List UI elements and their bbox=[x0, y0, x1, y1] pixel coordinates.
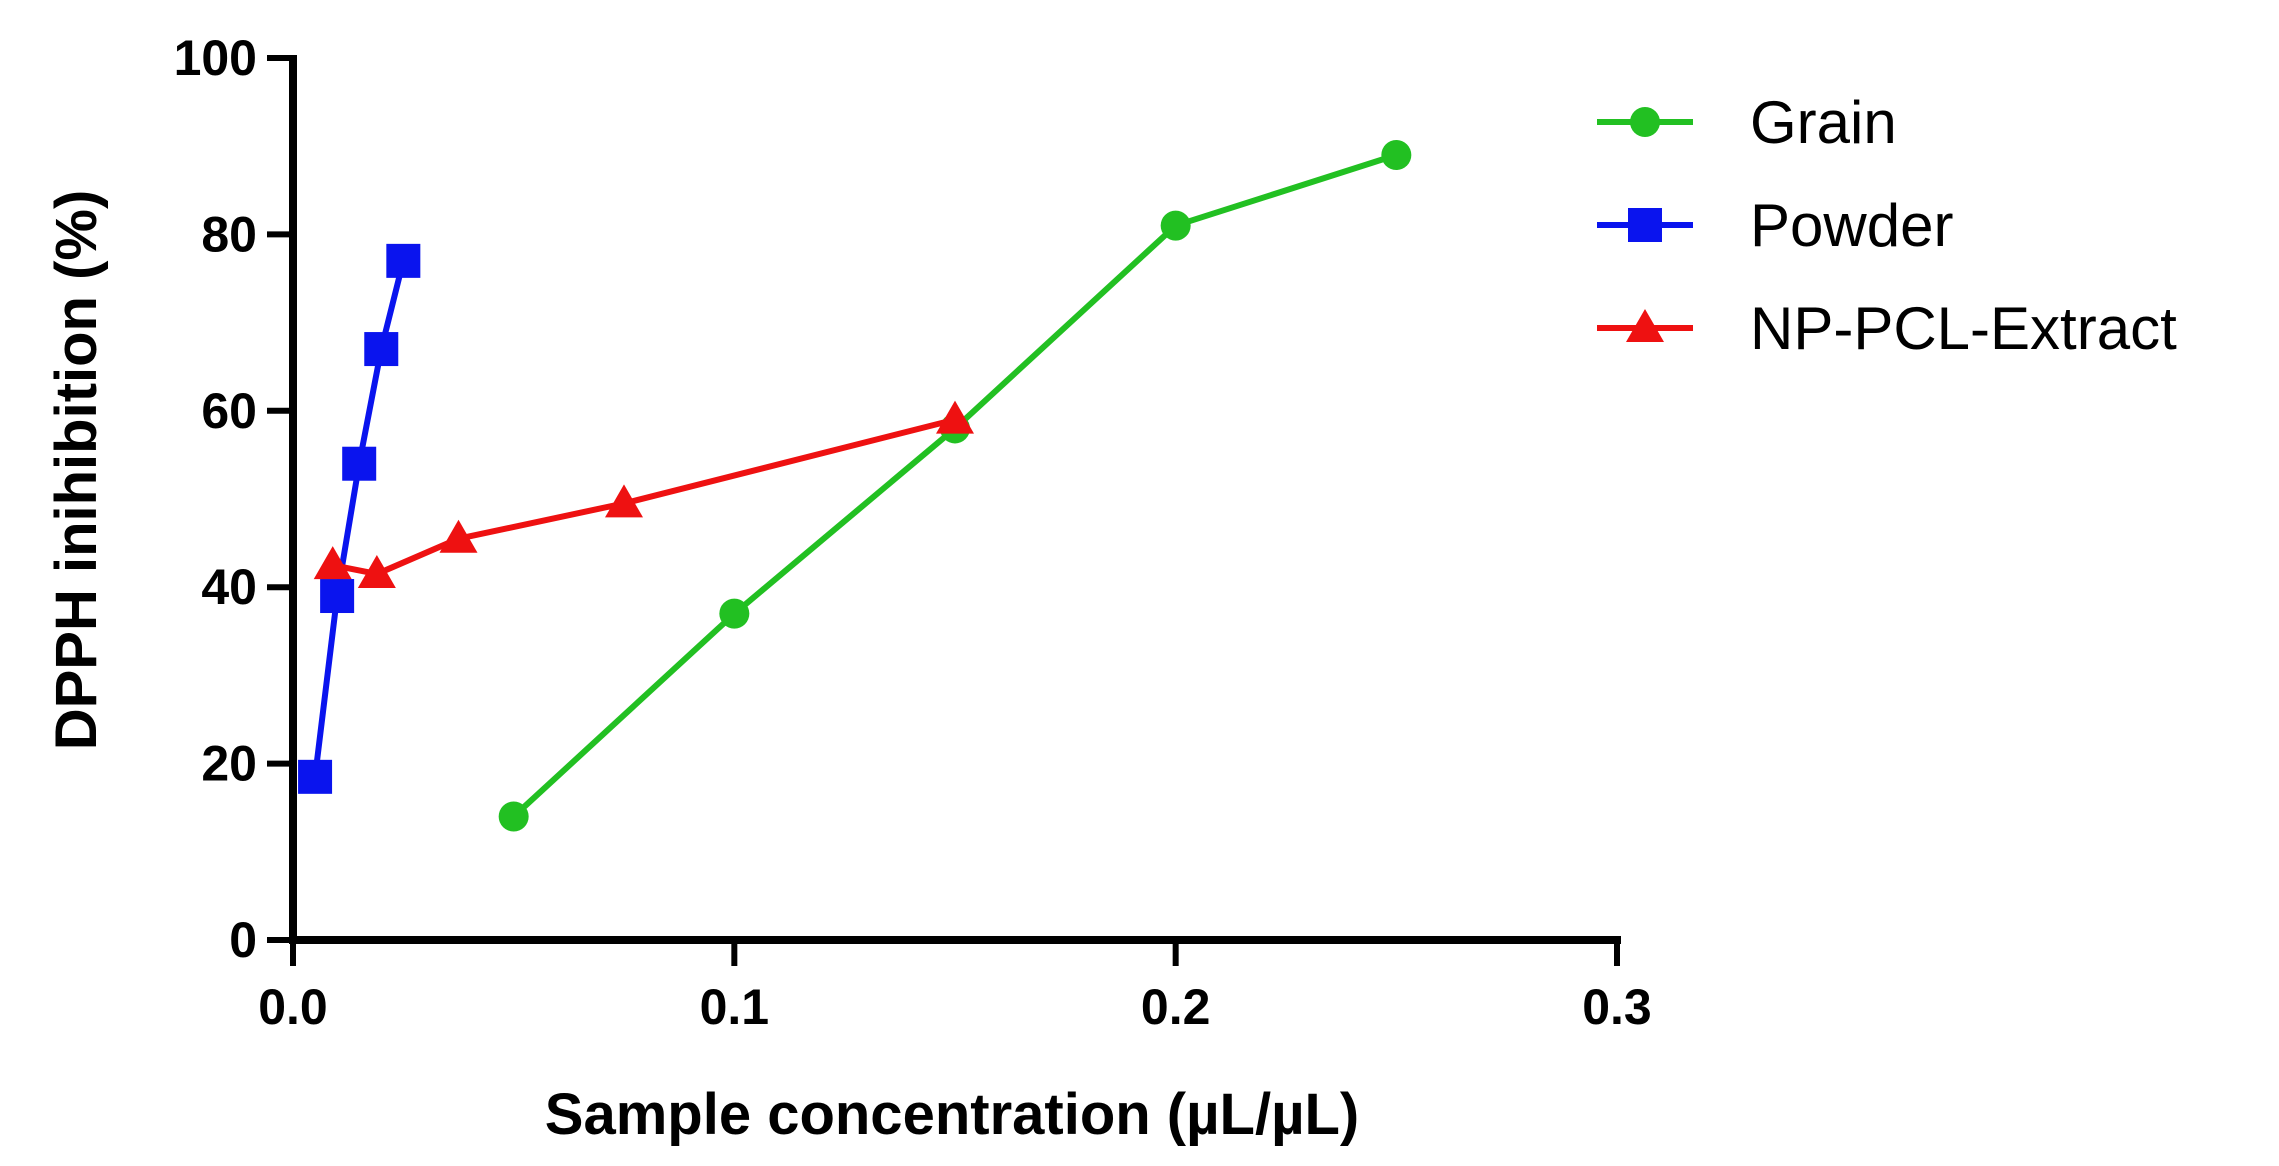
y-tick-label: 100 bbox=[174, 30, 257, 86]
legend-label-grain: Grain bbox=[1750, 89, 1897, 156]
legend-item-powder: Powder bbox=[1597, 192, 1953, 259]
data-point-grain bbox=[719, 598, 750, 629]
data-point-np-pcl-extract bbox=[439, 519, 478, 553]
y-tick-label: 80 bbox=[201, 206, 257, 262]
data-point-grain bbox=[1381, 140, 1412, 171]
data-point-grain bbox=[1160, 210, 1191, 241]
data-point-powder bbox=[342, 446, 377, 481]
data-point-powder bbox=[320, 579, 355, 614]
y-tick-label: 60 bbox=[201, 383, 257, 439]
data-point-np-pcl-extract bbox=[936, 400, 974, 434]
data-point-np-pcl-extract bbox=[605, 484, 643, 518]
legend-marker-grain bbox=[1630, 107, 1660, 137]
x-tick-label: 0.1 bbox=[700, 979, 770, 1035]
y-tick-label: 40 bbox=[201, 559, 257, 615]
legend-item-np-pcl-extract: NP-PCL-Extract bbox=[1597, 295, 2177, 362]
series-np-pcl-extract bbox=[313, 400, 974, 588]
y-tick-label: 20 bbox=[201, 736, 257, 792]
series-line-np-pcl-extract bbox=[332, 416, 956, 577]
legend-marker-powder bbox=[1628, 208, 1662, 242]
legend-label-powder: Powder bbox=[1750, 192, 1953, 259]
data-point-np-pcl-extract bbox=[357, 554, 396, 588]
series-layer bbox=[298, 140, 1412, 832]
data-point-powder bbox=[386, 243, 421, 278]
data-point-np-pcl-extract bbox=[313, 546, 352, 580]
data-point-powder bbox=[364, 332, 399, 367]
labels: Sample concentration (µL/µL) DPPH inihib… bbox=[44, 190, 1359, 1147]
axes: 0 20 40 60 80 100 0.0 0.1 0.2 0.3 bbox=[174, 30, 1652, 1035]
legend-marker-np-pcl-extract bbox=[1626, 309, 1664, 342]
y-axis-title: DPPH inihibition (%) bbox=[44, 190, 109, 751]
x-tick-label: 0.2 bbox=[1141, 979, 1211, 1035]
legend: Grain Powder NP-PCL-Extract bbox=[1597, 89, 2177, 362]
x-tick-label: 0.3 bbox=[1582, 979, 1652, 1035]
series-line-grain bbox=[511, 152, 1398, 819]
series-powder bbox=[298, 243, 421, 794]
y-tick-label: 0 bbox=[229, 912, 257, 968]
data-point-grain bbox=[498, 801, 529, 832]
legend-label-np-pcl-extract: NP-PCL-Extract bbox=[1750, 295, 2177, 362]
x-tick-label: 0.0 bbox=[258, 979, 328, 1035]
series-grain bbox=[498, 140, 1412, 832]
legend-item-grain: Grain bbox=[1597, 89, 1897, 156]
x-axis-title: Sample concentration (µL/µL) bbox=[545, 1082, 1359, 1147]
data-point-powder bbox=[298, 759, 333, 794]
